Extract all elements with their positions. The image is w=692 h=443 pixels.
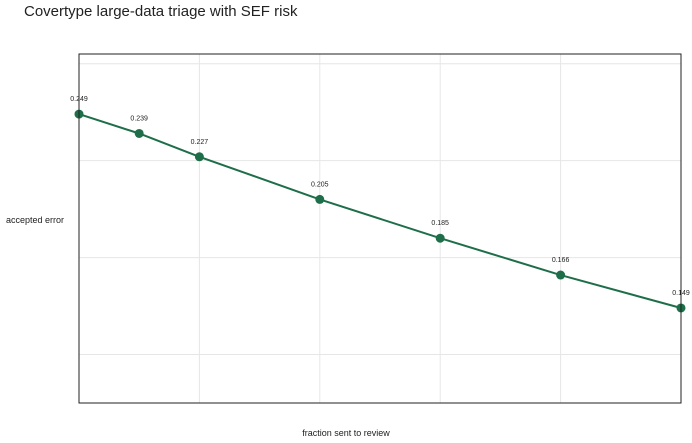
data-point-4 [315, 194, 325, 204]
data-label-6: 0.166 [552, 257, 570, 264]
data-label-2: 0.239 [130, 115, 148, 122]
plot-frame [78, 53, 682, 404]
data-label-5: 0.185 [431, 220, 449, 227]
series-line [78, 113, 682, 309]
data-point-6 [556, 270, 566, 280]
chart-title: Covertype large-data triage with SEF ris… [24, 3, 298, 20]
data-label-3: 0.227 [191, 139, 209, 146]
data-point-5 [435, 233, 445, 243]
data-label-4: 0.205 [311, 181, 329, 188]
data-point-2 [134, 128, 144, 138]
y-axis-label: accepted error [6, 215, 65, 225]
grid-lines [79, 54, 681, 403]
x-axis-label: fraction sent to review [302, 428, 390, 438]
data-points [74, 109, 686, 313]
data-point-3 [194, 152, 204, 162]
series-layer [78, 113, 682, 309]
